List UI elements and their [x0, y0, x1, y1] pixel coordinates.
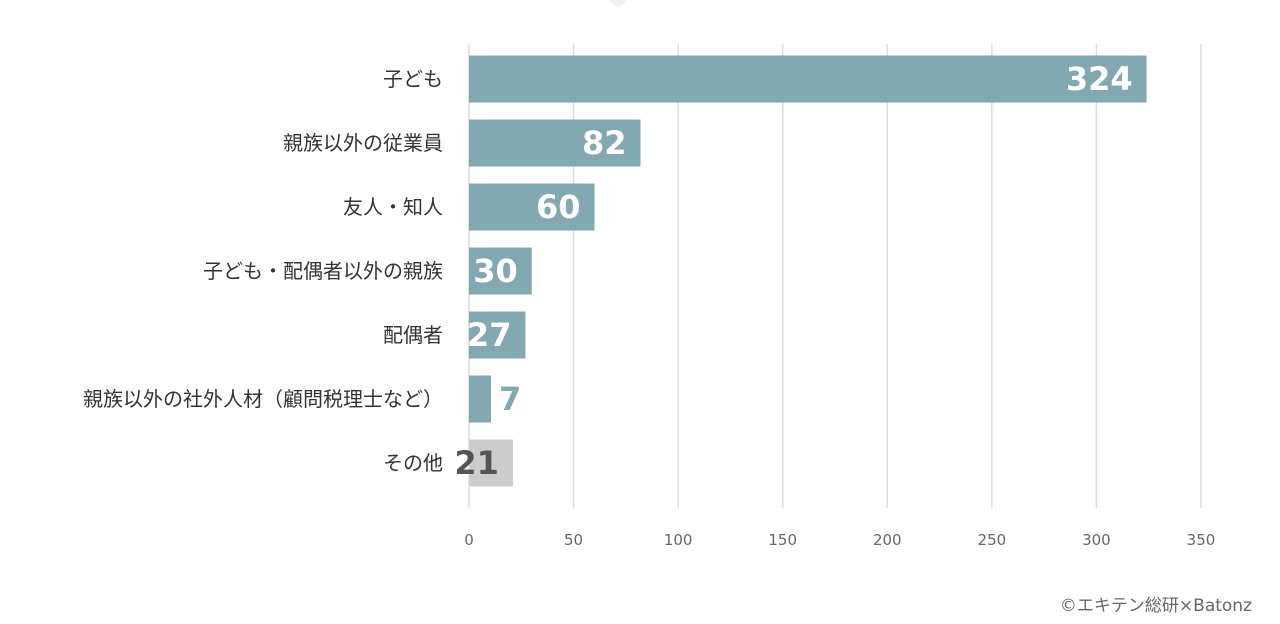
data-label: 21 — [454, 444, 499, 482]
category-label: 子ども — [383, 67, 443, 91]
grid-layer — [468, 44, 1202, 508]
x-tick-label: 100 — [664, 531, 693, 549]
data-label: 7 — [499, 380, 521, 418]
x-tick-label: 0 — [464, 531, 474, 549]
x-tick-label: 300 — [1082, 531, 1111, 549]
data-label: 60 — [536, 188, 581, 226]
x-tick-label: 350 — [1187, 531, 1216, 549]
x-tick-label: 150 — [768, 531, 797, 549]
category-label: その他 — [383, 451, 443, 475]
category-label: 親族以外の社外人材（顧問税理士など） — [83, 387, 443, 411]
category-label: 子ども・配偶者以外の親族 — [203, 259, 443, 283]
bar — [469, 183, 595, 231]
category-label: 配偶者 — [383, 323, 443, 347]
bar — [469, 55, 1147, 103]
data-label: 27 — [467, 316, 512, 354]
x-tick-label: 250 — [978, 531, 1007, 549]
category-label: 友人・知人 — [343, 195, 443, 219]
x-tick-label: 50 — [564, 531, 583, 549]
data-label: 324 — [1066, 60, 1133, 98]
bar — [469, 247, 532, 295]
x-tick-label: 200 — [873, 531, 902, 549]
category-labels: 子ども親族以外の従業員友人・知人子ども・配偶者以外の親族配偶者親族以外の社外人材… — [83, 67, 443, 475]
source-credit: ©エキテン総研×Batonz — [1059, 596, 1252, 616]
data-label: 30 — [473, 252, 518, 290]
data-label: 82 — [582, 124, 627, 162]
bar — [469, 119, 641, 167]
category-label: 親族以外の従業員 — [283, 131, 443, 155]
bar — [469, 375, 491, 423]
bar — [469, 311, 526, 359]
top-notch-decoration — [608, 0, 628, 8]
x-axis-ticks: 0 50 100 150 200 250 300 350 — [464, 531, 1215, 549]
bar — [469, 439, 513, 487]
